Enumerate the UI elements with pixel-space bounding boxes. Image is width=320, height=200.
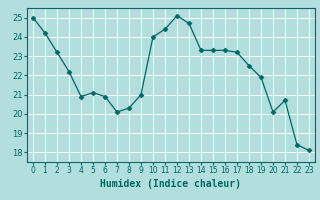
X-axis label: Humidex (Indice chaleur): Humidex (Indice chaleur) bbox=[100, 179, 242, 189]
